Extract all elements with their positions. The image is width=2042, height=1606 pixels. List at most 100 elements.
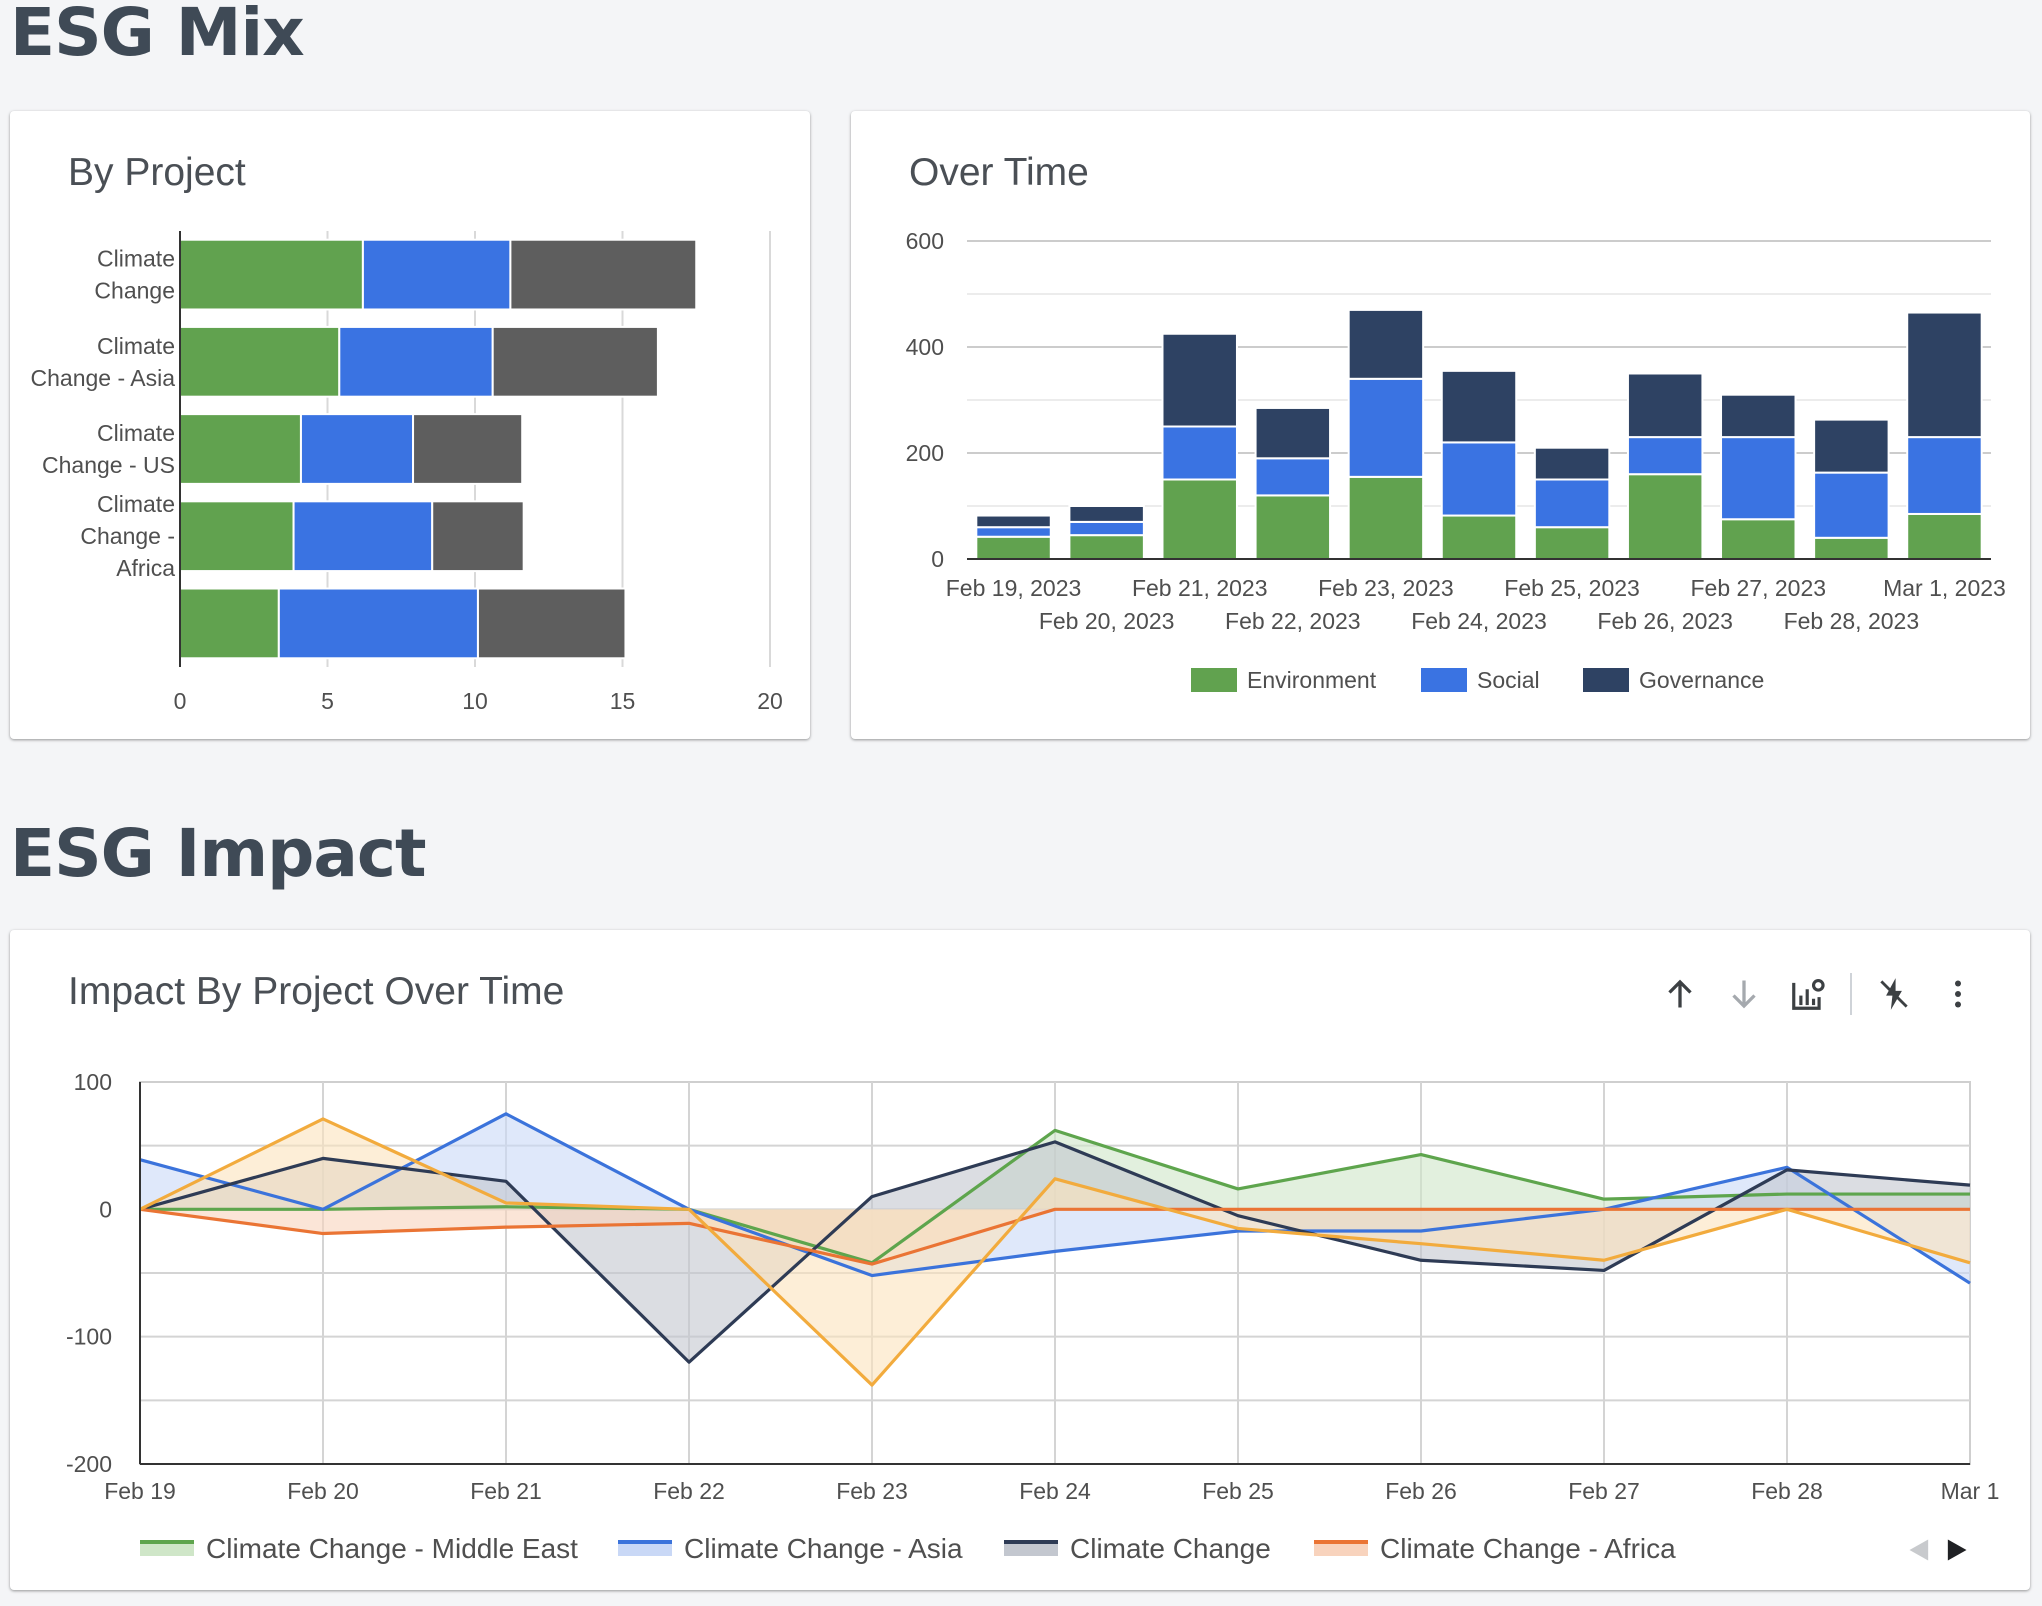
bar-segment [1068,534,1145,560]
x-tick-label: Feb 26, 2023 [1597,608,1733,634]
bar-segment [1161,478,1238,560]
bar-segment [179,500,295,573]
legend-swatch [1583,668,1629,692]
x-tick-label: Feb 20, 2023 [1039,608,1175,634]
y-tick-label: 100 [74,1069,112,1095]
x-tick-label: Feb 27 [1568,1478,1640,1504]
bar-segment [1626,473,1704,561]
chart-settings-button[interactable] [1786,972,1830,1016]
over-time-title: Over Time [909,151,1089,194]
legend-swatch [1004,1542,1058,1556]
bar-segment [277,587,479,660]
impact-title: Impact By Project Over Time [68,970,565,1013]
by-project-title: By Project [68,151,246,194]
more-vertical-icon [1955,980,1961,1008]
x-tick-label: Feb 25 [1202,1478,1274,1504]
bar-segment [1347,308,1425,380]
y-tick-label: -200 [66,1451,112,1477]
bar-segment [1161,425,1238,481]
toolbar-divider [1850,973,1852,1015]
bar-segment [491,325,659,398]
series-line [139,1112,1971,1285]
legend-swatch [1421,668,1467,692]
y-tick-label: 0 [99,1196,112,1222]
series-line [139,1117,1971,1387]
by-project-card: By Project 0 5 10 15 20 Climate Change Climate C… [10,111,810,739]
category-label: Climate [97,491,175,517]
over-time-chart: 0 200 400 600 Feb 19, 2023 Feb 20, 2023 Feb 21… [906,228,2006,693]
bar-segment [1626,372,1704,439]
y-tick-label: 0 [931,546,944,572]
legend-swatch [1314,1542,1368,1556]
bar-segment [292,500,434,573]
x-tick-label: Feb 24 [1019,1478,1091,1504]
x-tick-label: 5 [321,688,334,714]
bar-segment [1254,406,1332,460]
bar-segment [412,413,524,485]
x-tick-label: Feb 20 [287,1478,359,1504]
x-tick-label: Feb 21 [470,1478,542,1504]
bar-segment [431,500,525,573]
y-tick-label: -100 [66,1324,112,1350]
category-label: Climate [97,246,175,272]
more-options-button[interactable] [1936,972,1980,1016]
bar-segment [179,325,341,398]
bar-segment [1254,494,1332,560]
x-tick-label: Feb 22, 2023 [1225,608,1361,634]
y-tick-label: 400 [906,334,944,360]
next-page-icon[interactable] [1942,1536,1970,1564]
legend-label: Climate Change - Asia [684,1533,963,1564]
bar-segment [1720,436,1797,521]
legend-label: Climate Change [1070,1533,1271,1564]
legend-pager [1906,1536,1970,1564]
series-line [140,1128,1970,1265]
x-tick-label: Feb 19 [104,1478,176,1504]
bar-segment [179,587,280,660]
bar-segment [1906,512,1983,561]
legend-swatch [618,1542,672,1556]
category-label: Climate [97,333,175,359]
bar-segment [1068,520,1145,537]
x-tick-label: 10 [462,688,488,714]
bar-segment [1813,536,1890,560]
bar-segment [1533,478,1611,529]
legend-swatch [1191,668,1237,692]
series-line [139,1207,1970,1266]
x-tick-label: Feb 24, 2023 [1411,608,1547,634]
sort-ascending-button[interactable] [1658,972,1702,1016]
bar-segment [1440,514,1518,561]
previous-page-icon[interactable] [1906,1536,1934,1564]
bar-segment [1533,446,1611,481]
bar-segment [1440,441,1518,517]
category-label: Climate [97,420,175,446]
x-tick-label: Feb 27, 2023 [1690,575,1826,601]
x-tick-label: Feb 26 [1385,1478,1457,1504]
legend-label: Climate Change - Africa [1380,1533,1676,1564]
x-tick-label: Feb 28 [1751,1478,1823,1504]
bar-segment [361,238,512,311]
category-label: Change [94,278,175,304]
sort-descending-button[interactable] [1722,972,1766,1016]
bar-segment [1720,518,1797,560]
x-tick-label: 0 [174,688,187,714]
by-project-chart: 0 5 10 15 20 Climate Change Climate Change - Asi… [31,231,783,714]
impact-card: Impact By Project Over Time [10,930,2030,1590]
bar-segment [1347,475,1425,561]
impact-chart: -200 -100 0 100 Feb 19 Feb 20 Feb 21 Feb 22 Feb … [66,1069,1999,1564]
bar-segment [1720,393,1797,439]
bar-segment [476,587,627,660]
over-time-card: Over Time 0 200 400 600 Feb 19, 2023 Feb 20, … [851,111,2030,739]
bar-segment [1533,526,1611,561]
bar-segment [975,535,1052,560]
section-title-esg-impact: ESG Impact [10,815,427,892]
bar-segment [975,526,1052,538]
bar-segment [179,413,302,485]
explore-button[interactable] [1872,972,1916,1016]
area-fill [140,1118,1970,1386]
arrow-down-icon [1732,980,1756,1009]
x-tick-label: Feb 23, 2023 [1318,575,1454,601]
y-tick-label: 600 [906,228,944,254]
bar-segment [1906,311,1983,439]
chart-settings-icon [1792,978,1825,1010]
bar-segment [975,514,1052,529]
